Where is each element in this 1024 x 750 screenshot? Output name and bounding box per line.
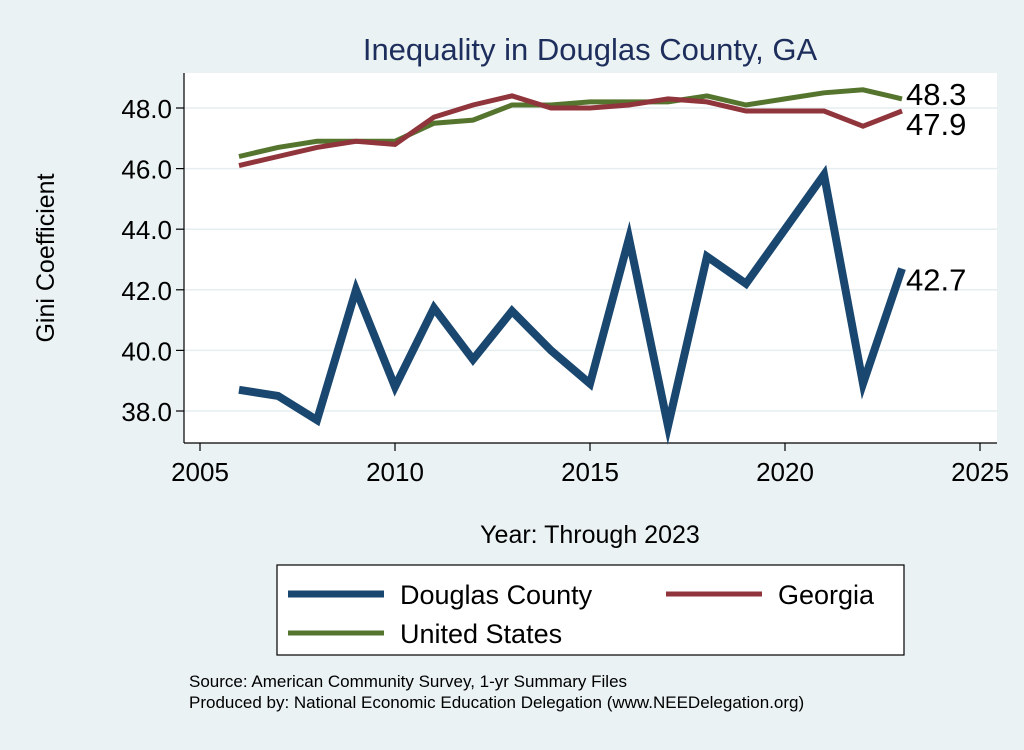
legend-box xyxy=(277,565,904,655)
x-tick-label: 2020 xyxy=(756,457,814,487)
x-tick-label: 2005 xyxy=(171,457,229,487)
source-note: Source: American Community Survey, 1-yr … xyxy=(189,672,627,691)
x-axis-label: Year: Through 2023 xyxy=(480,521,700,549)
y-axis-ticks: 38.0 40.0 42.0 44.0 46.0 48.0 xyxy=(121,94,184,427)
end-label-douglas-county: 42.7 xyxy=(906,263,966,298)
y-tick-label: 44.0 xyxy=(121,215,172,245)
y-tick-label: 42.0 xyxy=(121,276,172,306)
x-tick-label: 2025 xyxy=(951,457,1009,487)
produced-by-note: Produced by: National Economic Education… xyxy=(189,693,804,712)
x-axis-ticks: 2005 2010 2015 2020 2025 xyxy=(171,443,1009,487)
legend-label-douglas-county: Douglas County xyxy=(400,580,593,610)
legend-label-united-states: United States xyxy=(400,619,562,649)
y-tick-label: 40.0 xyxy=(121,336,172,366)
legend-label-georgia: Georgia xyxy=(778,580,875,610)
y-tick-label: 48.0 xyxy=(121,94,172,124)
end-label-united-states: 48.3 xyxy=(906,77,966,112)
y-axis-label: Gini Coefficient xyxy=(32,173,60,342)
chart-title: Inequality in Douglas County, GA xyxy=(363,32,818,67)
y-tick-label: 38.0 xyxy=(121,397,172,427)
x-tick-label: 2010 xyxy=(366,457,424,487)
legend: Douglas County Georgia United States xyxy=(277,565,904,655)
x-tick-label: 2015 xyxy=(561,457,619,487)
end-label-georgia: 47.9 xyxy=(906,107,966,142)
y-tick-label: 46.0 xyxy=(121,155,172,185)
